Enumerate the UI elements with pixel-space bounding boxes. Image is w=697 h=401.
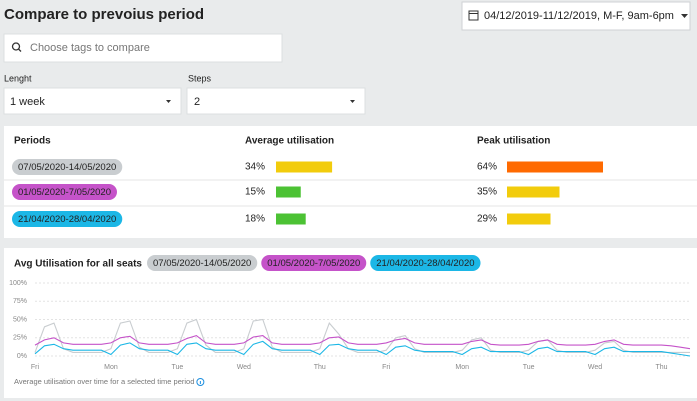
y-tick-label: 75% <box>13 298 27 305</box>
chart-title: Avg Utilisation for all seats <box>14 259 142 270</box>
dropdown-arrow <box>681 14 688 18</box>
peak-value: 29% <box>477 214 497 225</box>
period-pill <box>12 211 123 227</box>
peak-value: 35% <box>477 187 497 198</box>
search-icon <box>11 42 22 52</box>
x-tick-label: Mon <box>455 364 469 371</box>
column-header: Peak utilisation <box>477 136 550 147</box>
average-bar <box>276 161 333 173</box>
x-tick-label: Mon <box>104 364 118 371</box>
x-tick-label: Wed <box>588 364 602 371</box>
legend-pill-text: 07/05/2020-14/05/2020 <box>153 258 251 269</box>
column-header: Average utilisation <box>245 136 334 147</box>
column-header: Periods <box>14 136 51 147</box>
x-tick-label: Tue <box>523 364 535 371</box>
peak-bar <box>507 213 551 225</box>
period-pill-text: 01/05/2020-7/05/2020 <box>18 187 111 198</box>
series-line <box>34 334 691 350</box>
length-select[interactable] <box>3 87 182 115</box>
period-pill-text: 21/04/2020-28/04/2020 <box>18 214 116 225</box>
average-bar <box>276 186 301 198</box>
x-tick-label: Tue <box>171 364 183 371</box>
info-icon <box>196 378 205 386</box>
date-picker[interactable] <box>461 1 691 31</box>
period-pill <box>12 184 117 200</box>
x-tick-label: Wed <box>237 364 251 371</box>
chart-panel <box>4 248 697 398</box>
select-value: 1 week <box>10 96 45 108</box>
dropdown-arrow <box>350 100 355 103</box>
control-label: Steps <box>188 73 212 83</box>
x-tick-label: Fri <box>382 364 391 371</box>
search-box[interactable] <box>3 33 283 63</box>
legend-pill-text: 01/05/2020-7/05/2020 <box>267 258 360 269</box>
search-placeholder: Choose tags to compare <box>30 42 150 54</box>
y-tick-label: 50% <box>13 316 27 323</box>
average-bar <box>276 213 306 225</box>
x-tick-label: Fri <box>31 364 40 371</box>
y-tick-label: 100% <box>9 280 27 287</box>
peak-value: 64% <box>477 162 497 173</box>
average-value: 18% <box>245 214 265 225</box>
series-line <box>34 340 691 357</box>
select-value: 2 <box>194 96 200 108</box>
period-pill <box>12 159 123 175</box>
legend-pill <box>261 255 367 271</box>
y-tick-label: 25% <box>13 335 27 342</box>
calendar-icon <box>468 10 479 21</box>
legend-pill <box>370 255 481 271</box>
y-tick-label: 0% <box>17 353 27 360</box>
peak-bar <box>507 161 603 173</box>
peak-bar <box>507 186 560 198</box>
steps-select[interactable] <box>186 87 366 115</box>
x-tick-label: Thu <box>314 364 326 371</box>
chart-note: Average utilisation over time for a sele… <box>14 377 194 386</box>
period-pill-text: 07/05/2020-14/05/2020 <box>18 162 116 173</box>
dropdown-arrow <box>166 100 171 103</box>
average-value: 34% <box>245 162 265 173</box>
legend-pill-text: 21/04/2020-28/04/2020 <box>376 258 474 269</box>
date-range: 04/12/2019-11/12/2019, M-F, 9am-6pm <box>484 10 674 22</box>
page-title: Compare to prevoius period <box>4 6 204 23</box>
control-label: Lenght <box>4 73 32 83</box>
average-value: 15% <box>245 187 265 198</box>
x-tick-label: Thu <box>655 364 667 371</box>
legend-pill <box>147 255 258 271</box>
